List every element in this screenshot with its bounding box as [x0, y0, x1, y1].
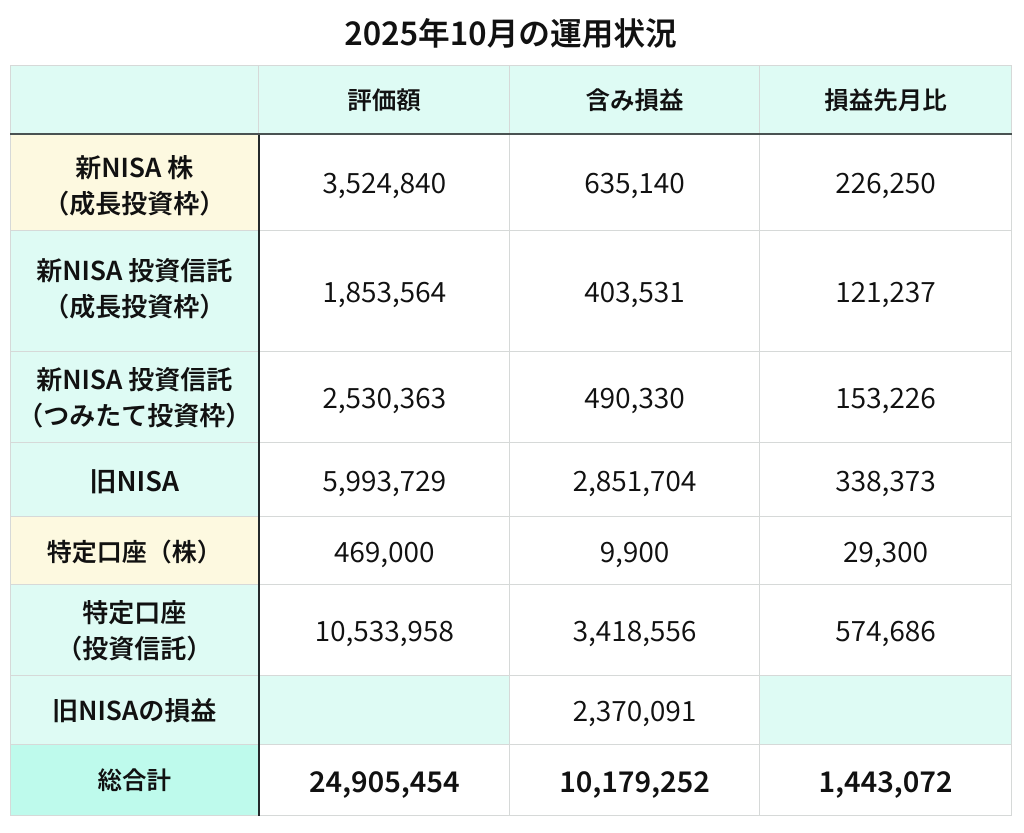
unrealized-pl-cell: 10,179,252	[509, 744, 760, 816]
row-new-nisa-fund-growth: 新NISA 投資信託 （成長投資枠） 1,853,564 403,531 121…	[10, 230, 1012, 352]
row-label: 総合計	[10, 744, 260, 816]
unrealized-pl-cell: 2,851,704	[509, 442, 760, 517]
valuation-cell: 2,530,363	[258, 351, 510, 443]
valuation-cell: 24,905,454	[258, 744, 510, 816]
unrealized-pl-cell: 403,531	[509, 230, 760, 352]
valuation-cell: 10,533,958	[258, 584, 510, 676]
valuation-cell: 469,000	[258, 516, 510, 585]
unrealized-pl-cell: 9,900	[509, 516, 760, 585]
page-title: 2025年10月の運用状況	[344, 9, 677, 55]
row-label: 旧NISAの損益	[10, 675, 260, 745]
pl-vs-last-month-cell: 29,300	[759, 516, 1012, 585]
row-grand-total: 総合計 24,905,454 10,179,252 1,443,072	[10, 744, 1012, 816]
row-old-nisa: 旧NISA 5,993,729 2,851,704 338,373	[10, 442, 1012, 517]
row-old-nisa-realized-pl: 旧NISAの損益 2,370,091	[10, 675, 1012, 745]
header-row: 評価額 含み損益 損益先月比	[10, 65, 1012, 135]
col-header-blank	[10, 65, 259, 135]
investment-summary-table: 評価額 含み損益 損益先月比 新NISA 株 （成長投資枠） 3,524,840…	[10, 65, 1012, 816]
row-label: 新NISA 株 （成長投資枠）	[10, 133, 260, 231]
col-header-unrealized-pl: 含み損益	[509, 65, 760, 135]
row-taxable-account-stock: 特定口座（株） 469,000 9,900 29,300	[10, 516, 1012, 585]
col-header-pl-vs-last-month: 損益先月比	[759, 65, 1012, 135]
row-label: 特定口座（株）	[10, 516, 260, 585]
unrealized-pl-cell: 635,140	[509, 133, 760, 231]
valuation-cell: 3,524,840	[258, 133, 510, 231]
row-label: 新NISA 投資信託 （つみたて投資枠）	[10, 351, 260, 443]
pl-vs-last-month-cell: 121,237	[759, 230, 1012, 352]
pl-vs-last-month-cell: 1,443,072	[759, 744, 1012, 816]
pl-vs-last-month-cell: 226,250	[759, 133, 1012, 231]
row-label: 特定口座 （投資信託）	[10, 584, 260, 676]
row-label: 新NISA 投資信託 （成長投資枠）	[10, 230, 260, 352]
valuation-cell	[258, 675, 510, 745]
pl-vs-last-month-cell: 338,373	[759, 442, 1012, 517]
row-label: 旧NISA	[10, 442, 260, 517]
unrealized-pl-cell: 3,418,556	[509, 584, 760, 676]
unrealized-pl-cell: 490,330	[509, 351, 760, 443]
pl-vs-last-month-cell: 574,686	[759, 584, 1012, 676]
valuation-cell: 1,853,564	[258, 230, 510, 352]
unrealized-pl-cell: 2,370,091	[509, 675, 760, 745]
pl-vs-last-month-cell	[759, 675, 1012, 745]
pl-vs-last-month-cell: 153,226	[759, 351, 1012, 443]
row-taxable-account-fund: 特定口座 （投資信託） 10,533,958 3,418,556 574,686	[10, 584, 1012, 676]
valuation-cell: 5,993,729	[258, 442, 510, 517]
col-header-valuation: 評価額	[258, 65, 510, 135]
row-new-nisa-stock: 新NISA 株 （成長投資枠） 3,524,840 635,140 226,25…	[10, 133, 1012, 231]
row-new-nisa-fund-tsumitate: 新NISA 投資信託 （つみたて投資枠） 2,530,363 490,330 1…	[10, 351, 1012, 443]
